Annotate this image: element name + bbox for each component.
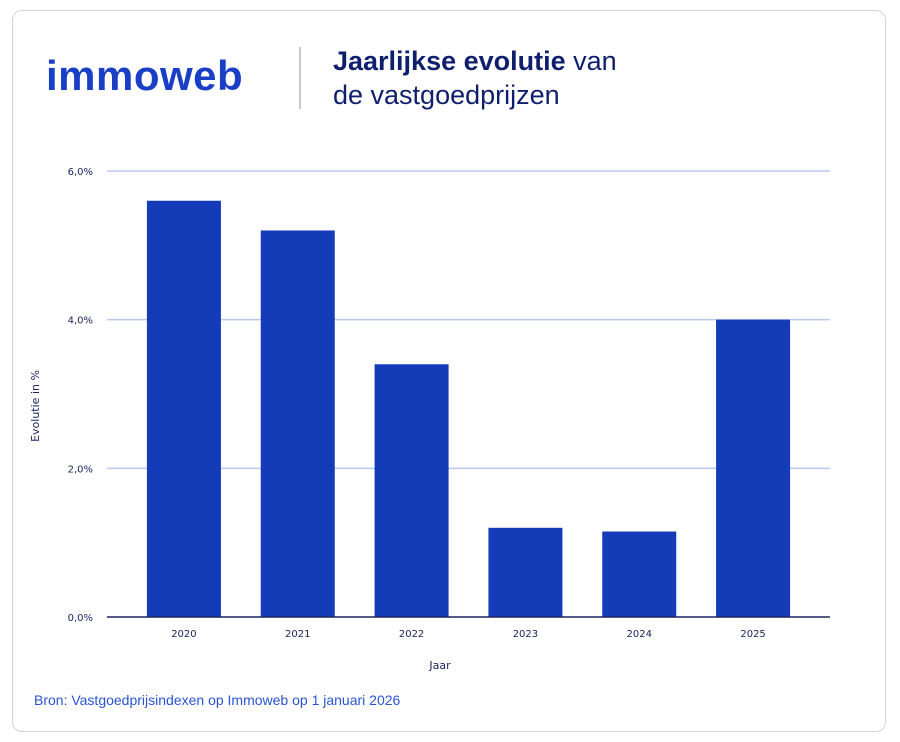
x-tick-label: 2023 <box>513 629 538 640</box>
immoweb-logo: immoweb <box>46 52 244 99</box>
y-tick-label: 0,0% <box>68 613 93 624</box>
x-tick-label: 2021 <box>285 629 310 640</box>
title-line2: de vastgoedprijzen <box>333 80 560 110</box>
title-bold: Jaarlijkse evolutie <box>333 46 566 76</box>
x-tick-label: 2025 <box>740 629 765 640</box>
bar-2023 <box>488 527 563 617</box>
y-tick-label: 2,0% <box>68 464 93 475</box>
bar-2024 <box>602 531 677 617</box>
title-rest: van <box>565 46 617 76</box>
bar-2021 <box>260 230 335 617</box>
x-tick-label: 2024 <box>627 629 652 640</box>
y-axis-label: Evolutie in % <box>29 370 42 442</box>
bar-2022 <box>374 364 449 617</box>
x-tick-label: 2020 <box>171 629 196 640</box>
chart-title: Jaarlijkse evolutie van de vastgoedprijz… <box>333 44 617 112</box>
x-axis-label: Jaar <box>428 659 451 672</box>
x-tick-label: 2022 <box>399 629 424 640</box>
header-divider <box>299 47 301 109</box>
bar-2020 <box>146 200 221 617</box>
y-tick-label: 4,0% <box>68 316 93 327</box>
source-note: Bron: Vastgoedprijsindexen op Immoweb op… <box>34 692 401 708</box>
y-tick-label: 6,0% <box>68 167 93 178</box>
bar-2025 <box>716 319 791 617</box>
